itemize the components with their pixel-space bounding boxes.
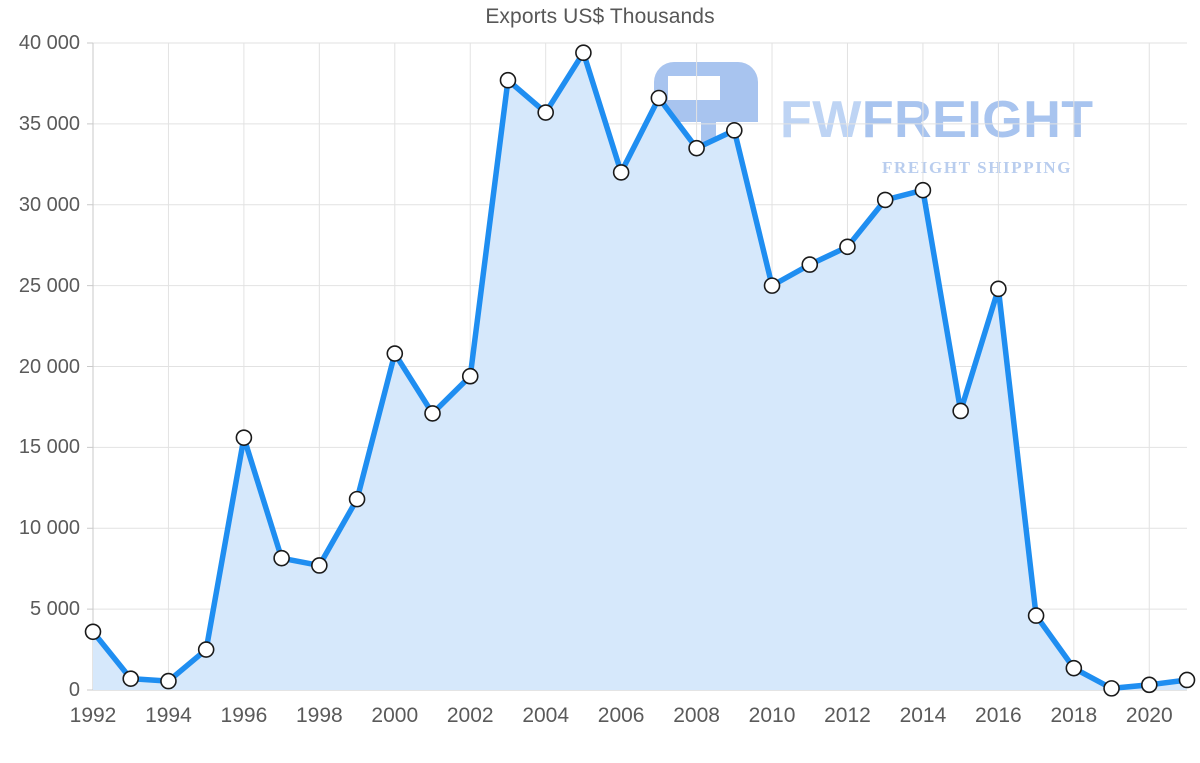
x-axis-tick-label: 2002 [446,704,494,727]
data-point[interactable] [914,181,932,199]
x-axis-tick-label: 2006 [597,704,645,727]
data-point[interactable] [273,549,290,567]
x-axis-tick-label: 2016 [975,704,1022,727]
data-point[interactable] [537,104,554,121]
data-point[interactable] [650,89,668,107]
x-axis-tick-label: 1998 [295,704,343,727]
data-point[interactable] [990,280,1007,298]
data-point[interactable] [1140,676,1158,694]
x-axis-tick-label: 2020 [1125,704,1173,727]
x-axis-tick-label: 2000 [371,704,419,727]
data-point[interactable] [839,238,856,256]
data-point[interactable] [1027,607,1045,624]
data-point[interactable] [499,71,517,89]
x-axis-tick-label: 2018 [1050,704,1098,727]
data-point[interactable] [726,122,743,139]
data-point[interactable] [688,139,705,157]
data-point[interactable] [461,367,479,385]
y-axis-tick-label: 5 000 [29,598,80,621]
data-point[interactable] [386,345,404,362]
y-axis-tick-label: 20 000 [18,355,80,378]
x-axis-tick-label: 2010 [748,704,796,727]
data-point[interactable] [311,557,328,574]
data-point[interactable] [876,191,894,209]
x-axis-tick-label: 2008 [673,704,720,727]
y-axis-tick-label: 35 000 [18,112,80,135]
data-point[interactable] [84,623,102,641]
y-axis-tick-label: 0 [68,679,80,701]
data-point[interactable] [1103,680,1120,697]
data-point[interactable] [197,641,215,658]
data-point[interactable] [801,256,819,273]
data-point[interactable] [763,277,781,294]
data-point[interactable] [612,164,630,181]
data-point[interactable] [424,405,441,422]
y-axis-tick-label: 40 000 [18,32,80,54]
data-point[interactable] [1065,659,1083,677]
x-axis-tick-label: 2004 [522,704,570,727]
x-axis-tick-label: 2012 [824,704,871,727]
y-axis-tick-label: 15 000 [18,436,80,459]
y-axis-tick-label: 10 000 [18,517,80,540]
y-axis-labels: 0 5 000 10 000 15 000 20 000 25 000 30 000 35 0… [0,0,80,763]
x-axis-tick-label: 1994 [145,704,192,727]
y-axis-tick-label: 25 000 [18,274,80,297]
chart-title: Exports US$ Thousands [485,5,715,28]
data-line [90,49,1190,692]
data-point[interactable] [575,44,592,62]
area-fill [93,52,1187,690]
data-point-markers [84,44,1196,697]
data-point[interactable] [122,670,140,687]
x-axis-tick-label: 1996 [220,704,268,727]
x-axis-tick-label: 1992 [69,704,117,727]
y-axis-tick-label: 30 000 [18,193,80,216]
data-point[interactable] [348,490,366,508]
data-point[interactable] [160,672,177,690]
data-point[interactable] [235,429,253,446]
x-axis-tick-label: 2014 [899,704,947,727]
data-point[interactable] [1178,671,1196,689]
data-point[interactable] [952,402,969,420]
